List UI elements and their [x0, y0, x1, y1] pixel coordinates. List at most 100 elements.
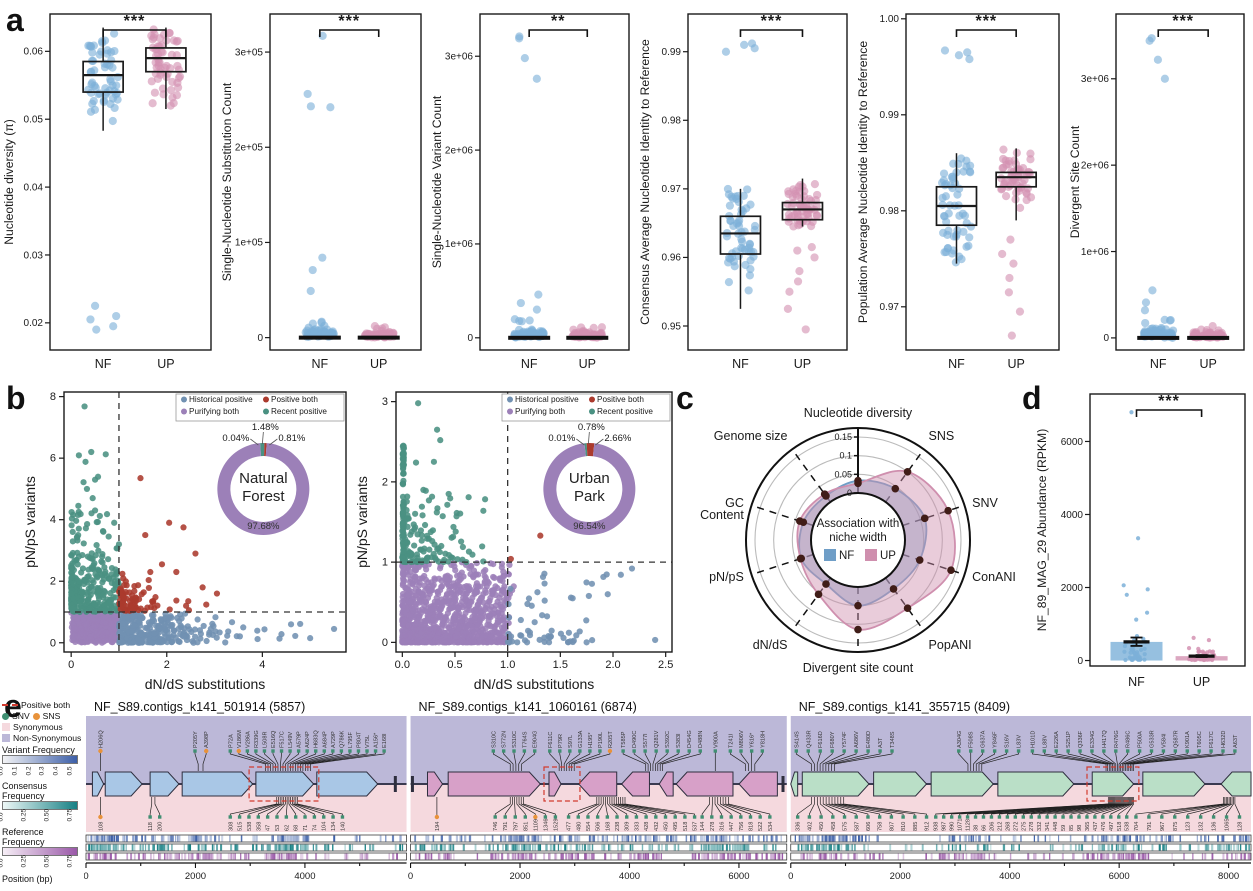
svg-text:V286A: V286A: [245, 731, 251, 748]
svg-text:85: 85: [1069, 825, 1075, 831]
svg-text:UP: UP: [579, 357, 596, 371]
svg-text:Y846F: Y846F: [993, 731, 999, 748]
positive-both-dash-icon: [2, 704, 18, 706]
svg-text:4000: 4000: [619, 871, 640, 882]
svg-text:206: 206: [989, 822, 995, 831]
svg-text:1529: 1529: [553, 819, 559, 831]
svg-text:***: ***: [338, 13, 360, 30]
svg-text:***: ***: [1172, 13, 1194, 30]
svg-text:Association with: Association with: [817, 518, 899, 530]
svg-text:Divergent Site Count: Divergent Site Count: [1068, 125, 1082, 238]
svg-text:T764S: T764S: [522, 731, 528, 748]
svg-text:Population Average Nucleotide: Population Average Nucleotide Identity t…: [856, 41, 870, 324]
svg-text:458: 458: [831, 822, 837, 831]
svg-text:0.03: 0.03: [24, 250, 44, 261]
svg-text:niche width: niche width: [829, 532, 887, 544]
svg-text:Nucleotide diversity: Nucleotide diversity: [804, 406, 913, 420]
svg-text:Y616*: Y616*: [750, 732, 756, 748]
svg-text:275: 275: [1021, 822, 1027, 831]
svg-text:938: 938: [934, 822, 940, 831]
svg-text:Genome size: Genome size: [714, 429, 788, 443]
svg-text:332: 332: [1037, 822, 1043, 831]
svg-text:200: 200: [158, 822, 164, 831]
svg-text:S97L: S97L: [568, 735, 574, 748]
svg-text:S414S: S414S: [794, 731, 800, 748]
svg-text:F617C: F617C: [1209, 731, 1215, 748]
svg-text:1065: 1065: [1225, 819, 1231, 831]
svg-text:104: 104: [322, 822, 328, 831]
svg-text:341: 341: [1045, 822, 1051, 831]
svg-text:123: 123: [1186, 822, 1192, 831]
svg-text:G533R: G533R: [1150, 730, 1156, 748]
svg-text:Recent positive: Recent positive: [271, 407, 327, 416]
svg-text:2e+06: 2e+06: [1081, 160, 1110, 171]
svg-text:dN/dS: dN/dS: [753, 638, 788, 652]
svg-text:2: 2: [50, 576, 56, 588]
legend-sns: SNS: [43, 711, 61, 721]
svg-text:6000: 6000: [1061, 437, 1084, 448]
legend-synonymous: Synonymous: [13, 722, 63, 732]
svg-text:NF: NF: [732, 357, 749, 371]
svg-text:194: 194: [435, 822, 441, 831]
svg-text:Consensus Average Nucleotide I: Consensus Average Nucleotide Identity to…: [638, 39, 652, 325]
svg-text:118: 118: [148, 822, 154, 831]
snv-dot-icon: [2, 713, 9, 720]
svg-text:S383I: S383I: [676, 733, 682, 748]
svg-text:0: 0: [408, 871, 413, 882]
svg-text:S310C: S310C: [512, 731, 518, 748]
svg-text:506: 506: [596, 822, 602, 831]
svg-text:538: 538: [1125, 822, 1131, 831]
svg-text:NF_S89.contigs_k141_501914 (58: NF_S89.contigs_k141_501914 (5857): [94, 700, 305, 714]
svg-text:810: 810: [901, 822, 907, 831]
svg-text:NF: NF: [1150, 357, 1167, 371]
svg-text:E168I: E168I: [382, 733, 388, 748]
svg-text:R205T: R205T: [608, 731, 614, 748]
svg-text:3e+06: 3e+06: [1081, 74, 1110, 85]
svg-text:1: 1: [382, 557, 388, 569]
svg-text:Natural: Natural: [239, 470, 287, 487]
svg-text:495: 495: [673, 822, 679, 831]
svg-text:Content: Content: [700, 508, 744, 522]
svg-text:98: 98: [1077, 825, 1083, 831]
svg-text:0.05: 0.05: [834, 469, 852, 479]
svg-text:3e+05: 3e+05: [235, 47, 264, 58]
svg-text:Single-Nucleotide Substitution: Single-Nucleotide Substitution Count: [220, 82, 234, 281]
svg-text:F517C: F517C: [280, 731, 286, 748]
svg-text:UP: UP: [1199, 357, 1216, 371]
svg-text:0.01%: 0.01%: [548, 433, 575, 444]
sns-dot-icon: [33, 713, 40, 720]
non-synonymous-swatch-icon: [2, 734, 10, 742]
svg-text:S16V: S16V: [1005, 734, 1011, 748]
svg-text:554: 554: [586, 822, 592, 831]
svg-text:2000: 2000: [185, 871, 206, 882]
svg-text:875: 875: [1173, 822, 1179, 831]
svg-text:pN/pS variants: pN/pS variants: [354, 476, 370, 568]
svg-text:H206Q: H206Q: [98, 730, 104, 748]
svg-text:336: 336: [796, 822, 802, 831]
svg-text:0.81%: 0.81%: [278, 433, 305, 444]
svg-text:T348S: T348S: [890, 731, 896, 748]
svg-text:P72A: P72A: [228, 734, 234, 748]
svg-text:dN/dS substitutions: dN/dS substitutions: [145, 676, 266, 692]
svg-text:NF_89_MAG_29 Abundance (RPKM): NF_89_MAG_29 Abundance (RPKM): [1035, 429, 1049, 632]
svg-text:UP: UP: [880, 550, 896, 562]
svg-text:2e+05: 2e+05: [235, 143, 264, 154]
svg-text:Forest: Forest: [242, 488, 285, 505]
svg-text:G637A: G637A: [981, 730, 987, 748]
svg-text:746: 746: [493, 822, 499, 831]
svg-text:S251P: S251P: [1066, 731, 1072, 748]
svg-text:365: 365: [1085, 822, 1091, 831]
svg-text:2e+06: 2e+06: [445, 145, 474, 156]
svg-text:T585P: T585P: [621, 731, 627, 748]
svg-text:Q786K: Q786K: [339, 730, 345, 748]
svg-text:Recent positive: Recent positive: [597, 407, 653, 416]
svg-text:851: 851: [523, 822, 529, 831]
svg-text:309: 309: [625, 822, 631, 831]
svg-text:A304G: A304G: [957, 731, 963, 748]
svg-text:ConANI: ConANI: [972, 570, 1016, 584]
svg-text:L508R: L508R: [262, 732, 268, 748]
